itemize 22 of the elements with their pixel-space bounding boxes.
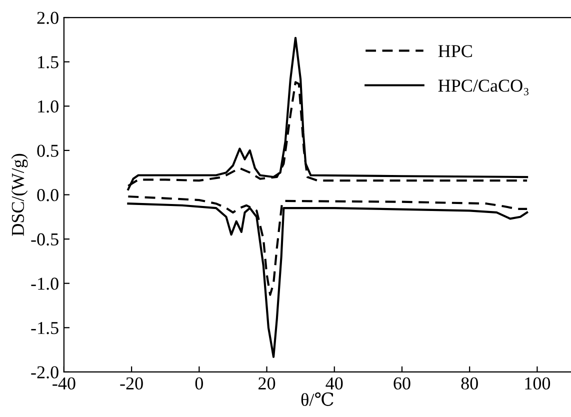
y-tick-label: 0.5 <box>37 144 58 157</box>
x-tick-label: 60 <box>394 377 410 390</box>
y-tick-label: -0.5 <box>31 233 58 246</box>
x-tick-label: 80 <box>461 377 478 390</box>
x-tick-label: -40 <box>52 377 76 390</box>
x-axis-title: θ/℃ <box>301 392 334 406</box>
y-tick-label: -1.5 <box>31 322 58 334</box>
x-tick-label: 20 <box>258 377 276 390</box>
x-tick-label: 40 <box>326 377 343 390</box>
x-tick-label: 100 <box>525 377 550 390</box>
y-tick-label: 1.5 <box>38 56 58 68</box>
line-series <box>127 36 528 190</box>
y-tick-label: 2.0 <box>37 12 58 24</box>
y-tick-label: 1.0 <box>38 100 58 113</box>
legend-label: HPC/CaCO₃ <box>438 80 528 96</box>
x-tick-label: 0 <box>195 377 203 390</box>
x-tick-label: -20 <box>120 377 143 390</box>
y-tick-label: 0.0 <box>37 188 58 202</box>
y-tick-label: -2.0 <box>31 366 58 378</box>
legend-label: HPC <box>438 45 472 58</box>
y-axis-title: DSC/(W/g) <box>11 154 28 236</box>
y-tick-label: -1.0 <box>31 278 58 290</box>
